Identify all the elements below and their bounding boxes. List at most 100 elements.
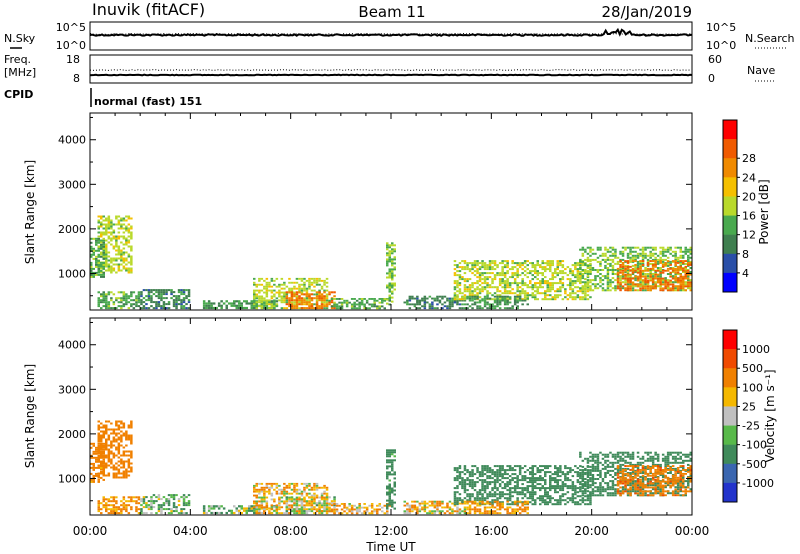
scatter-cell	[473, 485, 477, 488]
scatter-cell	[571, 284, 575, 287]
scatter-cell	[659, 287, 662, 290]
scatter-cell	[408, 504, 412, 507]
scatter-cell	[689, 283, 692, 286]
scatter-cell	[448, 512, 452, 515]
scatter-cell	[318, 277, 321, 280]
scatter-cell	[461, 481, 464, 484]
scatter-cell	[619, 275, 622, 278]
scatter-cell	[391, 469, 394, 472]
scatter-cell	[353, 504, 356, 507]
scatter-cell	[498, 272, 502, 275]
scatter-cell	[310, 494, 314, 497]
scatter-cell	[253, 299, 256, 302]
scatter-cell	[687, 258, 690, 261]
scatter-cell	[323, 289, 326, 292]
scatter-cell	[589, 258, 592, 261]
scatter-cell	[97, 253, 100, 256]
scatter-cell	[102, 430, 105, 433]
scatter-cell	[446, 307, 449, 310]
scatter-cell	[564, 473, 567, 476]
scatter-cell	[599, 269, 602, 271]
scatter-cell	[130, 440, 133, 443]
scatter-cell	[330, 500, 334, 503]
scatter-cell	[446, 299, 449, 302]
scatter-cell	[250, 300, 253, 303]
scatter-cell	[348, 503, 351, 505]
scatter-cell	[596, 283, 600, 286]
colorbar-tick-label: 8	[742, 248, 749, 261]
scatter-cell	[105, 253, 108, 256]
scatter-cell	[135, 510, 138, 513]
scatter-cell	[308, 279, 311, 282]
scatter-cell	[676, 246, 680, 249]
scatter-cell	[641, 246, 645, 249]
scatter-cell	[436, 299, 439, 302]
scatter-cell	[506, 481, 509, 484]
scatter-cell	[458, 483, 462, 486]
scatter-cell	[105, 255, 108, 258]
scatter-cell	[142, 498, 146, 501]
scatter-cell	[308, 301, 311, 304]
beam-title: Beam 11	[358, 3, 425, 21]
scatter-cell	[676, 287, 680, 290]
scatter-cell	[591, 480, 595, 483]
scatter-cell	[130, 247, 133, 250]
scatter-cell	[461, 479, 464, 482]
scatter-cell	[461, 292, 464, 295]
scatter-cell	[90, 456, 93, 459]
scatter-cell	[125, 303, 128, 306]
scatter-cell	[253, 289, 256, 292]
colorbar-segment	[723, 196, 737, 216]
scatter-cell	[313, 277, 316, 280]
scatter-cell	[205, 304, 208, 307]
scatter-cell	[481, 475, 484, 478]
scatter-cell	[574, 282, 577, 285]
scatter-cell	[157, 289, 161, 292]
scatter-cell	[428, 295, 432, 298]
scatter-cell	[97, 444, 100, 447]
scatter-cell	[626, 246, 630, 249]
scatter-cell	[386, 493, 389, 496]
scatter-cell	[526, 294, 529, 297]
scatter-cell	[631, 260, 635, 262]
scatter-cell	[564, 296, 567, 299]
scatter-cell	[569, 499, 572, 502]
scatter-cell	[586, 503, 590, 506]
scatter-cell	[529, 467, 532, 470]
scatter-cell	[117, 448, 121, 451]
scatter-cell	[501, 280, 504, 283]
scatter-cell	[513, 280, 517, 283]
scatter-cell	[458, 274, 462, 277]
scatter-cell	[110, 500, 113, 503]
scatter-cell	[516, 264, 519, 267]
scatter-cell	[531, 288, 534, 291]
scatter-cell	[687, 262, 690, 264]
scatter-cell	[95, 458, 98, 461]
scatter-cell	[300, 512, 304, 515]
scatter-cell	[478, 272, 482, 275]
scatter-cell	[426, 512, 429, 515]
scatter-cell	[498, 485, 502, 488]
scatter-cell	[313, 486, 316, 489]
scatter-cell	[431, 305, 434, 308]
scatter-cell	[682, 250, 685, 253]
scatter-cell	[529, 477, 532, 480]
scatter-cell	[471, 495, 474, 498]
scatter-cell	[212, 306, 216, 310]
scatter-cell	[265, 299, 269, 302]
scatter-cell	[140, 512, 143, 515]
scatter-cell	[120, 508, 123, 511]
scatter-cell	[436, 307, 439, 310]
scatter-cell	[589, 281, 592, 284]
scatter-cell	[92, 251, 95, 254]
scatter-cell	[586, 246, 590, 249]
scatter-cell	[383, 298, 386, 300]
scatter-cell	[290, 482, 294, 485]
scatter-cell	[496, 295, 499, 298]
scatter-cell	[503, 299, 507, 302]
colorbar-segment	[723, 177, 737, 197]
scatter-cell	[255, 293, 258, 296]
scatter-cell	[305, 287, 309, 290]
scatter-cell	[258, 305, 261, 308]
scatter-cell	[207, 304, 211, 307]
